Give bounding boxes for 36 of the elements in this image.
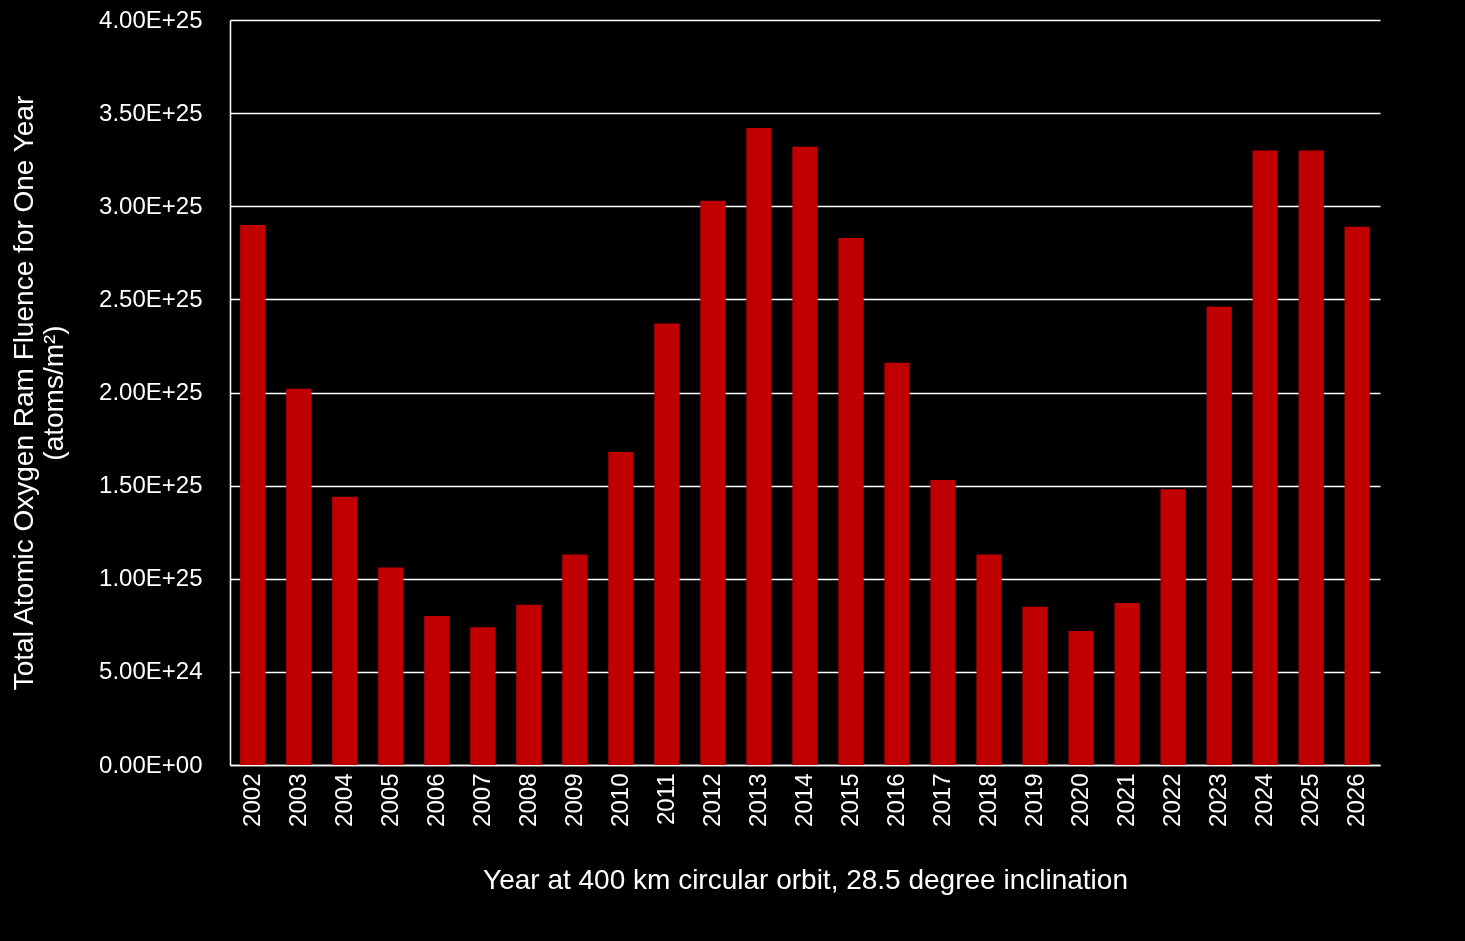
x-tick-label: 2005: [375, 773, 403, 827]
y-tick-label: 1.50E+25: [99, 471, 203, 499]
x-tick-label: 2011: [651, 773, 679, 826]
x-tick-label: 2004: [329, 773, 357, 827]
y-tick-label: 0.00E+00: [99, 750, 203, 778]
y-tick-label: 2.00E+25: [99, 378, 203, 405]
y-tick-label: 3.50E+25: [99, 98, 203, 126]
y-tick-label: 4.00E+25: [99, 5, 203, 33]
y-tick-label: 1.00E+25: [99, 564, 203, 592]
x-tick-label: 2014: [790, 773, 817, 827]
x-tick-label: 2008: [513, 773, 541, 827]
x-tick-label: 2006: [421, 773, 449, 827]
x-tick-label: 2015: [836, 773, 864, 827]
x-axis-title: Year at 400 km circular orbit, 28.5 degree inclination: [483, 863, 1128, 895]
y-tick-label: 5.00E+24: [99, 657, 203, 685]
x-tick-label: 2002: [237, 773, 265, 827]
y-tick-label: 3.00E+25: [99, 191, 203, 219]
x-tick-label: 2020: [1066, 773, 1094, 827]
x-tick-label: 2009: [559, 773, 587, 827]
x-tick-label: 2003: [283, 773, 311, 827]
y-axis-title: Total Atomic Oxygen Ram Fluence for One Year (atoms/m²): [8, 95, 70, 691]
x-tick-label: 2010: [605, 773, 633, 827]
x-tick-label: 2013: [743, 773, 771, 827]
x-tick-label: 2018: [974, 773, 1002, 827]
x-tick-label: 2012: [697, 773, 725, 827]
x-tick-label: 2016: [882, 773, 910, 827]
x-tick-label: 2025: [1296, 773, 1324, 827]
x-tick-label: 2007: [467, 773, 495, 827]
x-tick-label: 2023: [1204, 773, 1232, 827]
y-tick-label: 2.50E+25: [99, 284, 203, 312]
x-tick-label: 2024: [1250, 773, 1278, 827]
x-tick-label: 2017: [928, 773, 956, 827]
x-tick-label: 2021: [1112, 773, 1140, 827]
x-tick-label: 2022: [1158, 773, 1186, 827]
x-tick-label: 2019: [1020, 773, 1048, 827]
x-tick-label: 2026: [1342, 773, 1370, 827]
